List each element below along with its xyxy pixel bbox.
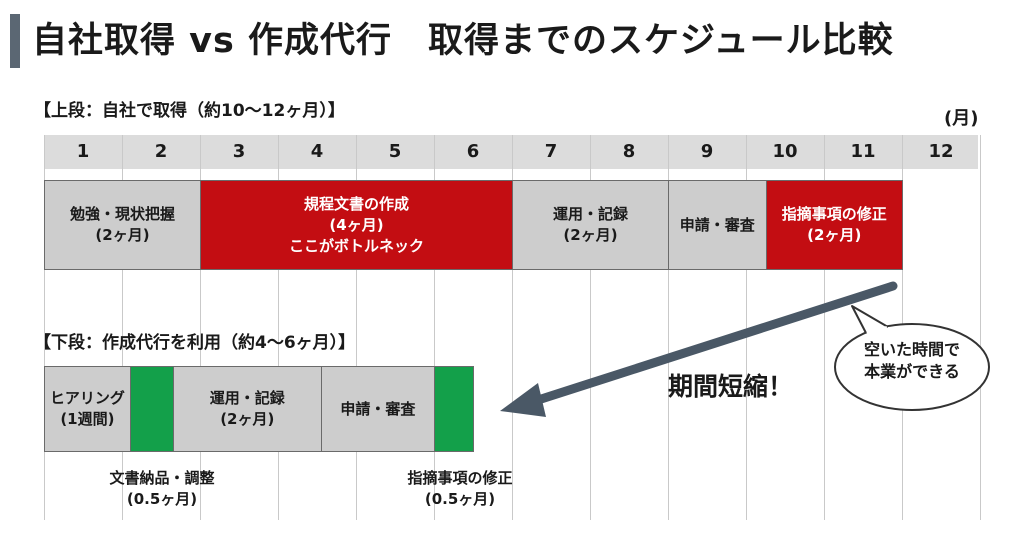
unit-label: (月) (944, 108, 979, 129)
shortening-arrow-head (500, 383, 546, 417)
month-tick-5: 5 (388, 141, 402, 162)
grid-line (824, 135, 825, 520)
task-label: 運用・記録 (2ヶ月) (552, 205, 628, 244)
task-bar-row1-0: ヒアリング (1週間) (44, 366, 131, 452)
task-label: ヒアリング (1週間) (49, 389, 125, 428)
note-document-delivery: 文書納品・調整 (0.5ヶ月) (109, 469, 215, 508)
grid-line (746, 135, 747, 520)
month-tick-3: 3 (232, 141, 246, 162)
grid-line (512, 135, 513, 520)
speech-bubble (834, 323, 990, 411)
grid-line (122, 135, 123, 520)
shortening-arrow-shaft (530, 281, 898, 406)
grid-line (980, 135, 981, 520)
task-bar-row0-2: 運用・記録 (2ヶ月) (512, 180, 669, 270)
month-tick-4: 4 (310, 141, 324, 162)
task-bar-row1-1 (129, 366, 174, 452)
month-tick-8: 8 (622, 141, 636, 162)
task-bar-row1-3: 申請・審査 (320, 366, 435, 452)
note-correction: 指摘事項の修正 (0.5ヶ月) (407, 469, 513, 508)
task-label: 指摘事項の修正 (2ヶ月) (781, 205, 887, 244)
task-label: 申請・審査 (679, 215, 755, 234)
grid-line (278, 135, 279, 520)
month-tick-10: 10 (772, 141, 798, 162)
month-tick-12: 12 (928, 141, 954, 162)
task-label: 運用・記録 (2ヶ月) (209, 389, 285, 428)
month-tick-11: 11 (850, 141, 876, 162)
speech-bubble-tail-join (866, 326, 888, 335)
grid-line (356, 135, 357, 520)
title-accent-bar (10, 14, 20, 68)
page-title: 自社取得 vs 作成代行 取得までのスケジュール比較 (32, 21, 894, 61)
task-label: 規程文書の作成 (4ヶ月) ここがボトルネック (288, 194, 424, 255)
task-bar-row1-2: 運用・記録 (2ヶ月) (172, 366, 322, 452)
month-tick-2: 2 (154, 141, 168, 162)
task-bar-row0-3: 申請・審査 (668, 180, 767, 270)
shortening-callout: 期間短縮！ (668, 372, 794, 401)
bubble-text: 空いた時間で 本業ができる (863, 340, 960, 381)
speech-bubble-tail (851, 305, 889, 334)
task-bar-row0-1: 規程文書の作成 (4ヶ月) ここがボトルネック (200, 180, 513, 270)
month-tick-7: 7 (544, 141, 558, 162)
task-label: 勉強・現状把握 (2ヶ月) (69, 205, 175, 244)
grid-line (668, 135, 669, 520)
month-tick-1: 1 (76, 141, 90, 162)
grid-line (200, 135, 201, 520)
month-header (44, 135, 978, 169)
top-row-label: 【上段：自社で取得（約10〜12ヶ月）】 (34, 101, 345, 121)
task-bar-row0-4: 指摘事項の修正 (2ヶ月) (765, 180, 903, 270)
bottom-row-label: 【下段：作成代行を利用（約4〜6ヶ月）】 (34, 333, 356, 353)
task-bar-row1-4 (434, 366, 474, 452)
grid-line (590, 135, 591, 520)
grid-line (434, 135, 435, 520)
task-label: 申請・審査 (340, 399, 416, 418)
task-bar-row0-0: 勉強・現状把握 (2ヶ月) (44, 180, 201, 270)
grid-line (44, 135, 45, 520)
month-tick-6: 6 (466, 141, 480, 162)
month-tick-9: 9 (700, 141, 714, 162)
